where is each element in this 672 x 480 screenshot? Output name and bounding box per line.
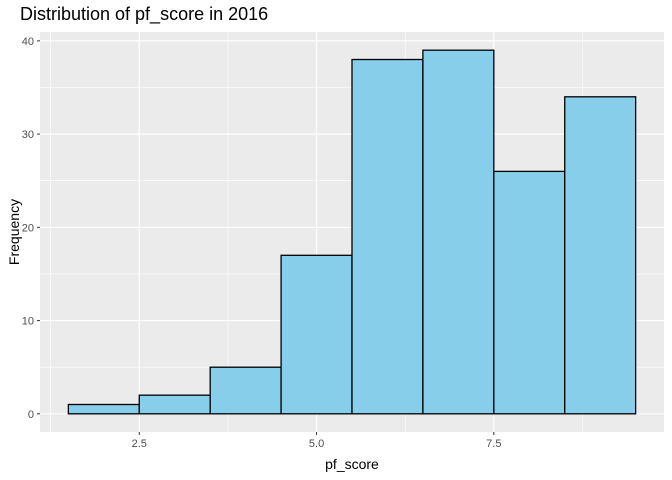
histogram-bar: [564, 96, 637, 415]
histogram-bar: [209, 366, 282, 415]
histogram-bar: [280, 254, 353, 415]
x-axis-title: pf_score: [325, 456, 379, 472]
y-tick-label: 40: [22, 36, 34, 48]
y-tick-label: 10: [22, 316, 34, 328]
chart-title: Distribution of pf_score in 2016: [20, 4, 268, 25]
x-tick-label: 7.5: [486, 438, 501, 450]
histogram-bars: [67, 49, 637, 415]
y-axis-title: Frequency: [6, 199, 22, 265]
y-tick-label: 20: [22, 222, 34, 234]
y-tick-label: 30: [22, 129, 34, 141]
histogram-bar: [351, 58, 424, 415]
y-tick-label: 0: [28, 409, 34, 421]
histogram-bar: [493, 170, 566, 415]
histogram-bar: [138, 394, 211, 415]
axis-ticks: 0 10 20 30 40 2.5 5.0 7.5: [22, 36, 502, 450]
histogram-bar: [67, 403, 140, 415]
x-tick-label: 2.5: [132, 438, 147, 450]
histogram-bar: [422, 49, 495, 415]
x-tick-label: 5.0: [309, 438, 324, 450]
